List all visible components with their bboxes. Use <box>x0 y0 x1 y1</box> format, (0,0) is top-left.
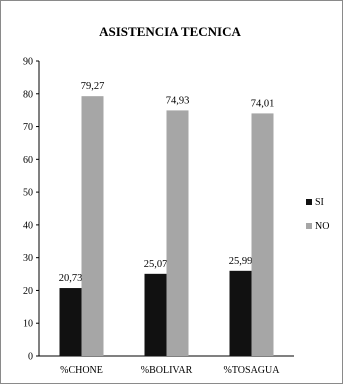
y-tick-label: 10 <box>23 319 33 330</box>
bar-si-2 <box>144 273 167 356</box>
y-tick-label: 70 <box>23 122 33 133</box>
data-label: 25,99 <box>229 256 253 267</box>
y-tick-label: 40 <box>23 220 33 231</box>
y-tick-label: 80 <box>23 89 33 100</box>
bar-no-3 <box>251 113 274 356</box>
bar-no-2 <box>166 110 189 356</box>
category-label: %CHONE <box>60 365 103 376</box>
legend-label: SI <box>315 197 324 208</box>
data-label: 25,07 <box>144 259 168 270</box>
y-axis-ticks: 0 10 20 30 40 50 60 70 80 90 <box>23 57 39 363</box>
legend-label: NO <box>315 221 329 232</box>
data-label: 79,27 <box>81 81 105 92</box>
category-label: %TOSAGUA <box>224 365 281 376</box>
y-tick-label: 0 <box>28 352 33 363</box>
category-labels: %CHONE %BOLIVAR %TOSAGUA <box>60 365 280 376</box>
data-label: 20,73 <box>59 273 83 284</box>
category-label: %BOLIVAR <box>141 365 193 376</box>
bar-si-1 <box>59 288 82 356</box>
y-tick-label: 20 <box>23 286 33 297</box>
bar-no-1 <box>81 96 104 356</box>
y-tick-label: 60 <box>23 155 33 166</box>
legend: SI NO <box>306 197 329 232</box>
y-tick-label: 90 <box>23 57 33 68</box>
bars: 20,73 79,27 25,07 74,93 25,99 74,01 <box>59 81 275 356</box>
data-label: 74,01 <box>251 98 275 109</box>
y-tick-label: 30 <box>23 253 33 264</box>
data-label: 74,93 <box>166 95 190 106</box>
y-tick-label: 50 <box>23 188 33 199</box>
chart-title: ASISTENCIA TECNICA <box>99 24 241 39</box>
legend-swatch <box>306 199 312 205</box>
legend-swatch <box>306 223 312 229</box>
bar-si-3 <box>229 270 252 356</box>
